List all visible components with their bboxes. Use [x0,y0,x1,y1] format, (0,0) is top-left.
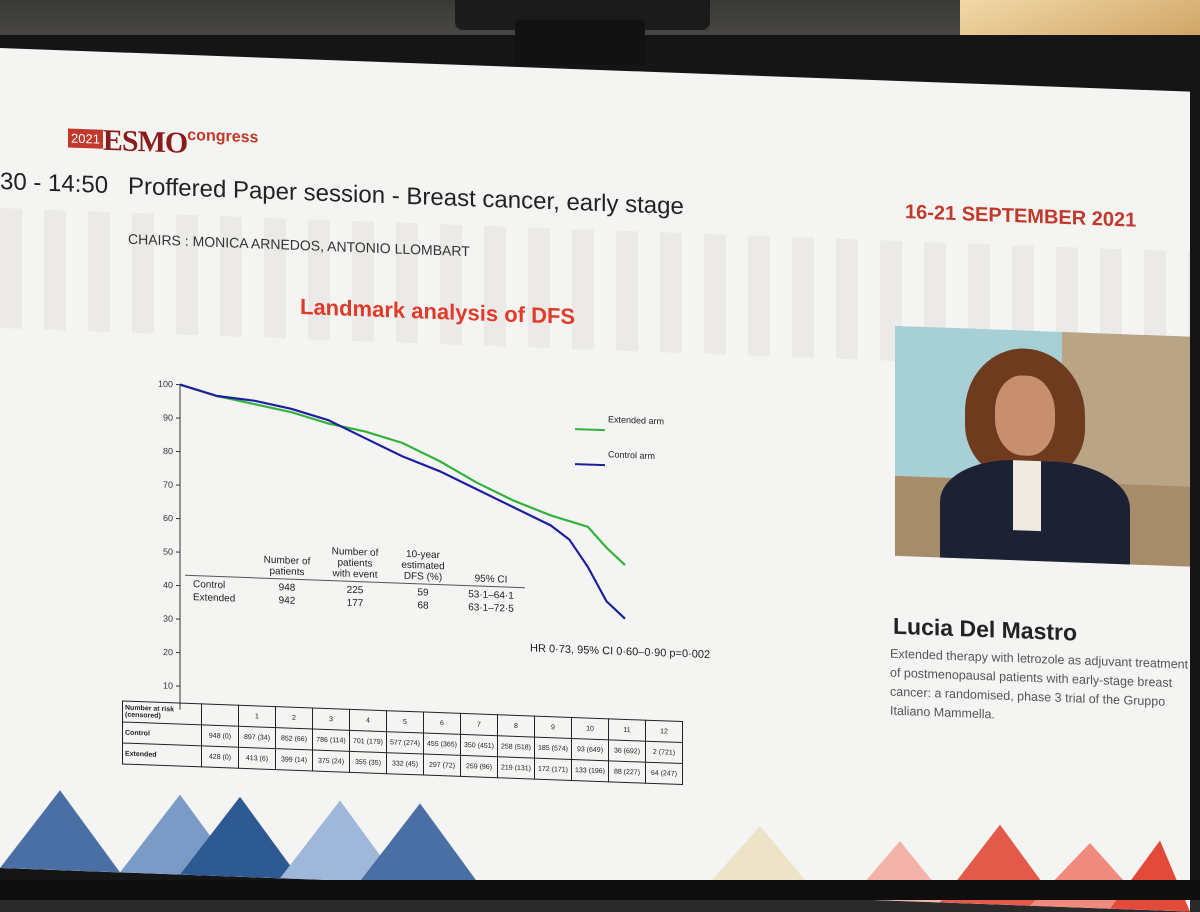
risk-cell: 428 (0) [202,746,239,768]
stats-header: Number of patients with event [321,545,389,583]
stats-cell: 68 [389,598,457,613]
y-tick-label: 70 [163,479,173,489]
stats-cell: 177 [321,596,389,611]
webcam [515,20,645,65]
stats-corner [185,540,253,578]
stats-cell: 63·1–72·5 [457,601,525,616]
logo-congress: congress [187,127,258,148]
stats-header: 95% CI [457,550,525,588]
speaker-video [895,326,1190,567]
y-tick-label: 90 [163,412,173,422]
risk-cell: 355 (35) [350,751,387,773]
logo-year: 2021 [68,128,103,148]
monitor-bottom [0,880,1200,900]
risk-time-header: 4 [350,709,387,731]
y-tick-label: 10 [163,680,173,690]
risk-row-label: Extended [123,743,202,767]
risk-time-header: 6 [424,712,461,734]
risk-cell: 375 (24) [313,750,350,772]
stats-header: 10-year estimated DFS (%) [389,547,457,585]
risk-time-header: 8 [498,715,535,737]
risk-cell: 399 (14) [276,749,313,771]
speaker-shirt [1013,460,1041,531]
risk-cell: 133 (196) [572,759,609,781]
stats-table: Number of patients Number of patients wi… [185,540,525,616]
y-tick-label: 20 [163,647,173,657]
risk-cell: 577 (274) [387,732,424,754]
risk-time-header: 11 [609,719,646,741]
risk-cell: 258 (518) [498,736,535,758]
risk-cell: 297 (72) [424,754,461,776]
legend-swatch [575,464,605,465]
y-tick-label: 40 [163,580,173,590]
y-tick-label: 60 [163,513,173,523]
talk-title: Extended therapy with letrozole as adjuv… [890,645,1190,732]
y-tick-label: 100 [158,379,173,390]
km-chart: 01020304050607080901000123456789101112Ex… [150,289,710,730]
session-time: 30 - 14:50 [0,168,108,200]
risk-cell: 2 (721) [646,741,683,763]
legend-label: Extended arm [608,414,664,426]
series-line-extended [180,385,625,565]
y-tick-label: 30 [163,613,173,623]
risk-cell: 64 (247) [646,762,683,784]
y-tick-label: 50 [163,546,173,556]
risk-time-header: 7 [461,713,498,735]
risk-cell: 786 (114) [313,729,350,751]
congress-dates: 16-21 SEPTEMBER 2021 [905,201,1136,232]
risk-time-header: 1 [239,705,276,727]
logo-esmo: ESMO [103,124,187,161]
stats-row-label: Extended [185,591,253,606]
stats-header: Number of patients [253,542,321,580]
risk-cell: 259 (96) [461,755,498,777]
risk-time-header: 9 [535,716,572,738]
risk-time-header: 10 [572,717,609,739]
speaker-name: Lucia Del Mastro [893,613,1077,647]
risk-cell: 219 (131) [498,757,535,779]
risk-cell: 93 (649) [572,738,609,760]
risk-cell: 185 (574) [535,737,572,759]
risk-header-label: Number at risk (censored) [123,701,202,725]
risk-cell: 852 (66) [276,728,313,750]
risk-cell: 332 (45) [387,753,424,775]
risk-time-header: 2 [276,707,313,729]
risk-cell: 455 (365) [424,733,461,755]
legend-swatch [575,429,605,430]
speaker-face [995,374,1055,456]
risk-cell: 172 (171) [535,758,572,780]
risk-cell: 350 (451) [461,734,498,756]
risk-time-header: 3 [313,708,350,730]
risk-cell: 701 (179) [350,730,387,752]
risk-cell: 897 (34) [239,726,276,748]
risk-time-header: 5 [387,711,424,733]
risk-time-header [202,704,239,726]
risk-cell: 36 (692) [609,740,646,762]
risk-cell: 88 (227) [609,761,646,783]
stats-cell: 942 [253,593,321,608]
legend-label: Control arm [608,449,655,461]
y-tick-label: 80 [163,446,173,456]
risk-time-header: 12 [646,720,683,742]
session-title: Proffered Paper session - Breast cancer,… [128,173,684,221]
risk-cell: 413 (6) [239,747,276,769]
risk-row-label: Control [123,722,202,746]
risk-cell: 948 (0) [202,725,239,747]
